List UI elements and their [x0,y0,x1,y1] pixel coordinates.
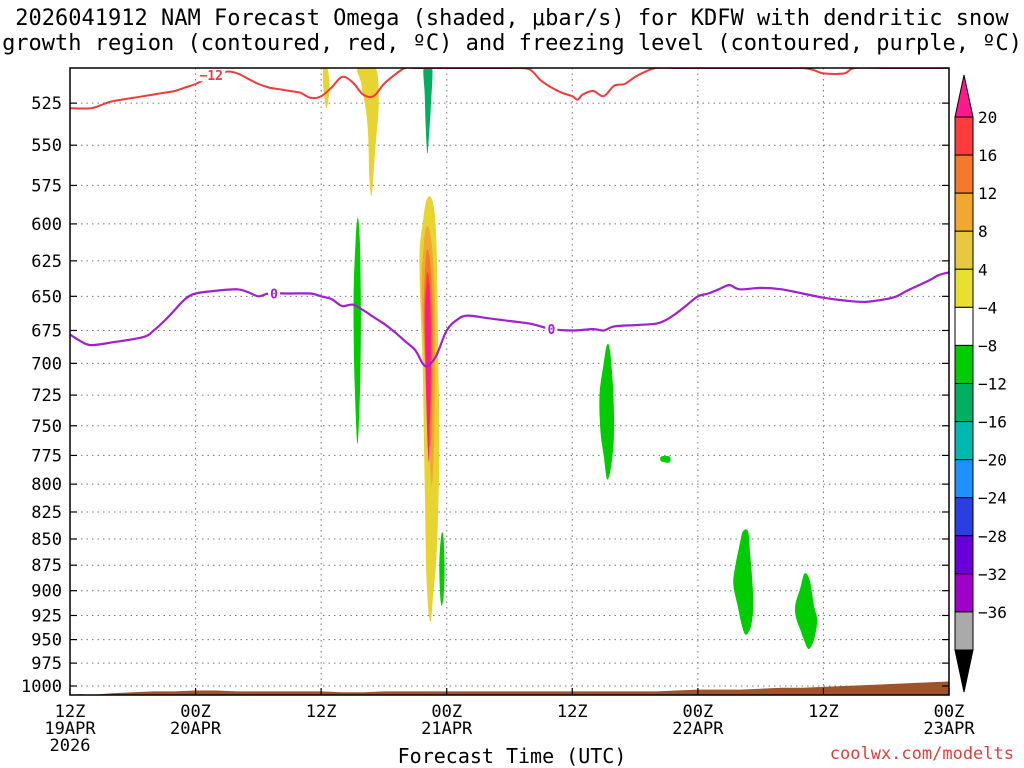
plot-frame [69,67,950,696]
y-tick-label-750: 750 [31,417,62,437]
y-tick-label-1000: 1000 [21,677,62,697]
x-tick-label-84-1: 23APR [923,719,975,739]
x-tick-label-12-1: 20APR [170,719,222,739]
y-tick-label-875: 875 [31,556,62,576]
omega-region-7 [423,68,433,154]
colorbar-swatch-11 [954,497,974,537]
y-tick-label-675: 675 [31,321,62,341]
dgz-contour-label-background [197,68,226,82]
y-tick-label-550: 550 [31,136,62,156]
colorbar-label-9: −20 [978,451,1007,470]
colorbar-label-12: −32 [978,565,1007,584]
freezing-level-label-1-group: 0 [268,286,281,303]
omega-region-5 [322,68,330,109]
y-tick-label-725: 725 [31,386,62,406]
dgz-contour-label-group: −12 [197,68,226,84]
y-tick-label-775: 775 [31,446,62,466]
omega-region-9 [439,532,445,606]
y-tick-label-900: 900 [31,582,62,602]
terrain-fill [70,681,949,695]
omega-region-12 [733,529,754,635]
colorbar-label-1: 16 [978,146,997,165]
chart-title-line-2: growth region (contoured, red, ºC) and f… [2,31,1022,56]
chart-title-line-1: 2026041912 NAM Forecast Omega (shaded, μ… [15,6,1009,31]
freezing-level-label-1-background [268,286,281,300]
y-tick-label-925: 925 [31,606,62,626]
colorbar-label-4: 4 [978,260,988,279]
freezing-level-label-2-group: 0 [545,322,558,338]
colorbar-label-8: −16 [978,413,1007,432]
plot-background [70,68,949,695]
omega-region-13 [794,573,818,650]
colorbar-label-5: −4 [978,298,997,317]
colorbar-swatch-4 [954,230,974,270]
y-tick-label-700: 700 [31,354,62,374]
y-tick-label-850: 850 [31,530,62,550]
x-tick-label-36-0: 00Z [431,702,462,722]
omega-region-11 [660,455,671,463]
x-tick-label-60-0: 00Z [682,702,713,722]
colorbar-label-10: −24 [978,489,1007,508]
y-tick-label-975: 975 [31,654,62,674]
colorbar-label-7: −12 [978,375,1007,394]
colorbar-swatch-14 [954,611,974,651]
y-tick-label-950: 950 [31,631,62,651]
colorbar-swatch-3 [954,192,974,232]
y-tick-label-800: 800 [31,475,62,495]
omega-region-10 [599,343,615,480]
x-tick-label-12-0: 00Z [180,702,211,722]
terrain [70,681,949,695]
x-tick-label-84-0: 00Z [934,702,965,722]
x-tick-label-36-1: 21APR [421,719,473,739]
x-tick-label-72-0: 12Z [808,702,839,722]
x-tick-label-0-0: 12Z [55,702,86,722]
x-tick-label-0-1: 19APR [44,719,96,739]
colorbar-swatch-5 [954,268,974,308]
y-tick-label-600: 600 [31,215,62,235]
dgz-contour-label: −12 [200,69,223,84]
y-tick-label-525: 525 [31,94,62,114]
colorbar-swatch-13 [954,573,974,613]
colorbar-label-0: 20 [978,108,997,127]
y-tick-label-625: 625 [31,252,62,272]
colorbar-label-3: 8 [978,222,988,241]
y-tick-label-650: 650 [31,287,62,307]
colorbar-swatch-12 [954,535,974,575]
colorbar-swatch-2 [954,154,974,194]
colorbar-label-6: −8 [978,336,997,355]
omega-region-6 [357,68,379,197]
freezing-level-label-1: 0 [270,288,278,303]
credit-text: coolwx.com/modelts [829,744,1014,764]
x-tick-label-60-1: 22APR [672,719,724,739]
colorbar-label-13: −36 [978,603,1007,622]
omega-region-8 [353,217,361,444]
y-axis: 525 550 575 600 625 650 675 700 725 750 775 800 825 8… [21,94,949,697]
y-tick-label-825: 825 [31,503,62,523]
omega-shading [322,68,818,650]
colorbar-swatch-8 [954,383,974,423]
colorbar-label-2: 12 [978,184,997,203]
freezing-level-label-2-background [545,322,558,336]
x-tick-label-0-2: 2026 [50,736,91,756]
colorbar-swatch-7 [954,344,974,384]
y-tick-label-575: 575 [31,176,62,196]
colorbar-top-arrow [954,74,974,118]
colorbar-swatch-1 [954,116,974,156]
contours: 0 0 −12 [70,68,949,368]
freezing-level-label-2: 0 [547,323,555,338]
colorbar-swatch-6 [954,306,974,346]
colorbar: 20 16 12 8 4 −4 −8 −12 −16 −20 −24 −28 −32 −36 [954,74,1007,693]
omega-region-4 [425,283,431,463]
x-tick-label-24-0: 12Z [306,702,337,722]
colorbar-swatch-9 [954,421,974,461]
freezing-level-line [70,271,949,368]
x-axis-label: Forecast Time (UTC) [397,744,627,768]
colorbar-swatch-10 [954,459,974,499]
chart-title: 2026041912 NAM Forecast Omega (shaded, μ… [0,6,1024,56]
x-tick-label-48-0: 12Z [557,702,588,722]
colorbar-label-11: −28 [978,527,1007,546]
colorbar-bottom-arrow [954,649,974,693]
